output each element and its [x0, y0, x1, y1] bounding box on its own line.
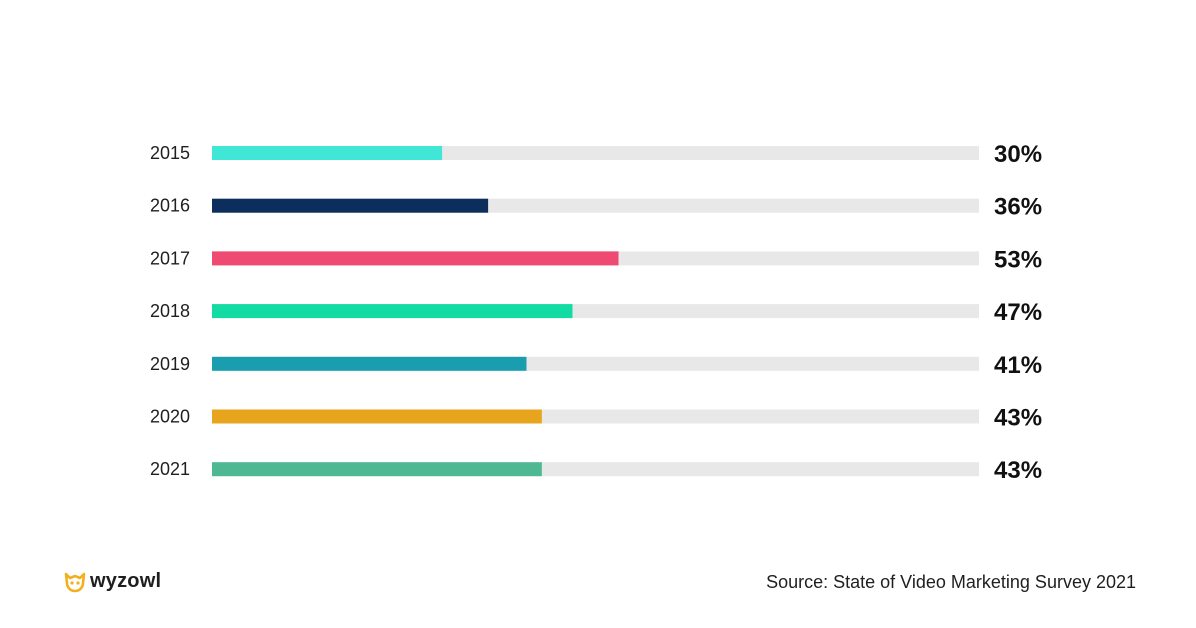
bar-row: 2017 53% — [150, 246, 1042, 273]
bar-row: 2019 41% — [150, 352, 1042, 379]
wyzowl-logo: wyzowl — [64, 570, 161, 593]
bar — [212, 251, 619, 266]
value-label: 30% — [994, 141, 1042, 168]
bar-row: 2021 43% — [150, 457, 1042, 484]
category-label: 2021 — [150, 459, 190, 479]
category-label: 2020 — [150, 407, 190, 427]
logo-text: wyzowl — [90, 570, 162, 592]
value-label: 47% — [994, 299, 1042, 326]
bar — [212, 356, 527, 371]
category-label: 2018 — [150, 301, 190, 321]
value-label: 53% — [994, 246, 1042, 273]
wyzowl-owl-icon — [64, 572, 86, 592]
bar — [212, 146, 443, 160]
source-note: Source: State of Video Marketing Survey … — [766, 572, 1136, 592]
value-label: 41% — [994, 352, 1042, 379]
bar — [212, 198, 489, 213]
category-label: 2016 — [150, 196, 190, 216]
category-label: 2017 — [150, 248, 190, 268]
value-label: 43% — [994, 457, 1042, 484]
bar-row: 2020 43% — [150, 405, 1042, 432]
category-label: 2019 — [150, 354, 190, 374]
bar — [212, 462, 542, 477]
category-label: 2015 — [150, 143, 190, 163]
bar-row: 2016 36% — [150, 194, 1042, 221]
value-label: 43% — [994, 405, 1042, 432]
bar-row: 2015 30% — [150, 141, 1042, 168]
bar — [212, 304, 573, 319]
bar — [212, 409, 542, 424]
value-label: 36% — [994, 194, 1042, 221]
bar-row: 2018 47% — [150, 299, 1042, 326]
